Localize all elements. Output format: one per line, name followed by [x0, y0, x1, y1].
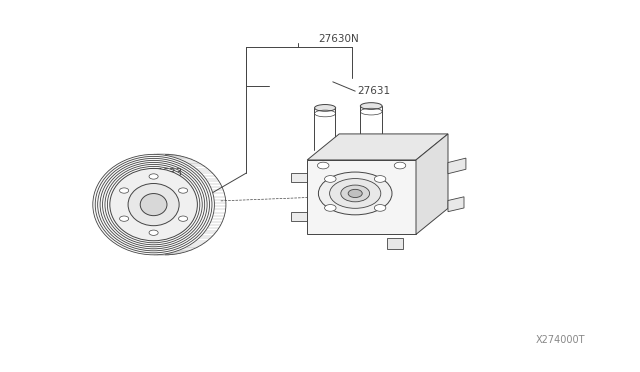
Polygon shape: [291, 212, 307, 221]
Ellipse shape: [317, 162, 329, 169]
Ellipse shape: [340, 185, 369, 202]
Text: 27631: 27631: [357, 86, 390, 96]
Polygon shape: [307, 160, 416, 234]
Text: 27633: 27633: [149, 168, 182, 178]
Ellipse shape: [318, 172, 392, 215]
Polygon shape: [307, 134, 448, 160]
Ellipse shape: [374, 176, 386, 182]
Polygon shape: [387, 238, 403, 249]
Ellipse shape: [360, 103, 382, 109]
Polygon shape: [416, 134, 448, 234]
Text: 27630N: 27630N: [318, 34, 359, 44]
Ellipse shape: [110, 169, 197, 241]
Ellipse shape: [120, 188, 129, 193]
Ellipse shape: [348, 189, 362, 198]
Polygon shape: [448, 158, 466, 174]
Ellipse shape: [120, 216, 129, 221]
Ellipse shape: [314, 105, 335, 111]
Ellipse shape: [324, 205, 336, 211]
Text: X274000T: X274000T: [535, 336, 585, 345]
Ellipse shape: [330, 179, 381, 208]
Ellipse shape: [149, 230, 158, 235]
Polygon shape: [448, 197, 464, 212]
Ellipse shape: [394, 162, 406, 169]
Ellipse shape: [374, 205, 386, 211]
Ellipse shape: [149, 174, 158, 179]
Ellipse shape: [140, 193, 167, 216]
Polygon shape: [291, 173, 307, 182]
Ellipse shape: [179, 188, 188, 193]
Ellipse shape: [93, 154, 214, 255]
Ellipse shape: [324, 176, 336, 182]
Ellipse shape: [179, 216, 188, 221]
Ellipse shape: [128, 183, 179, 226]
